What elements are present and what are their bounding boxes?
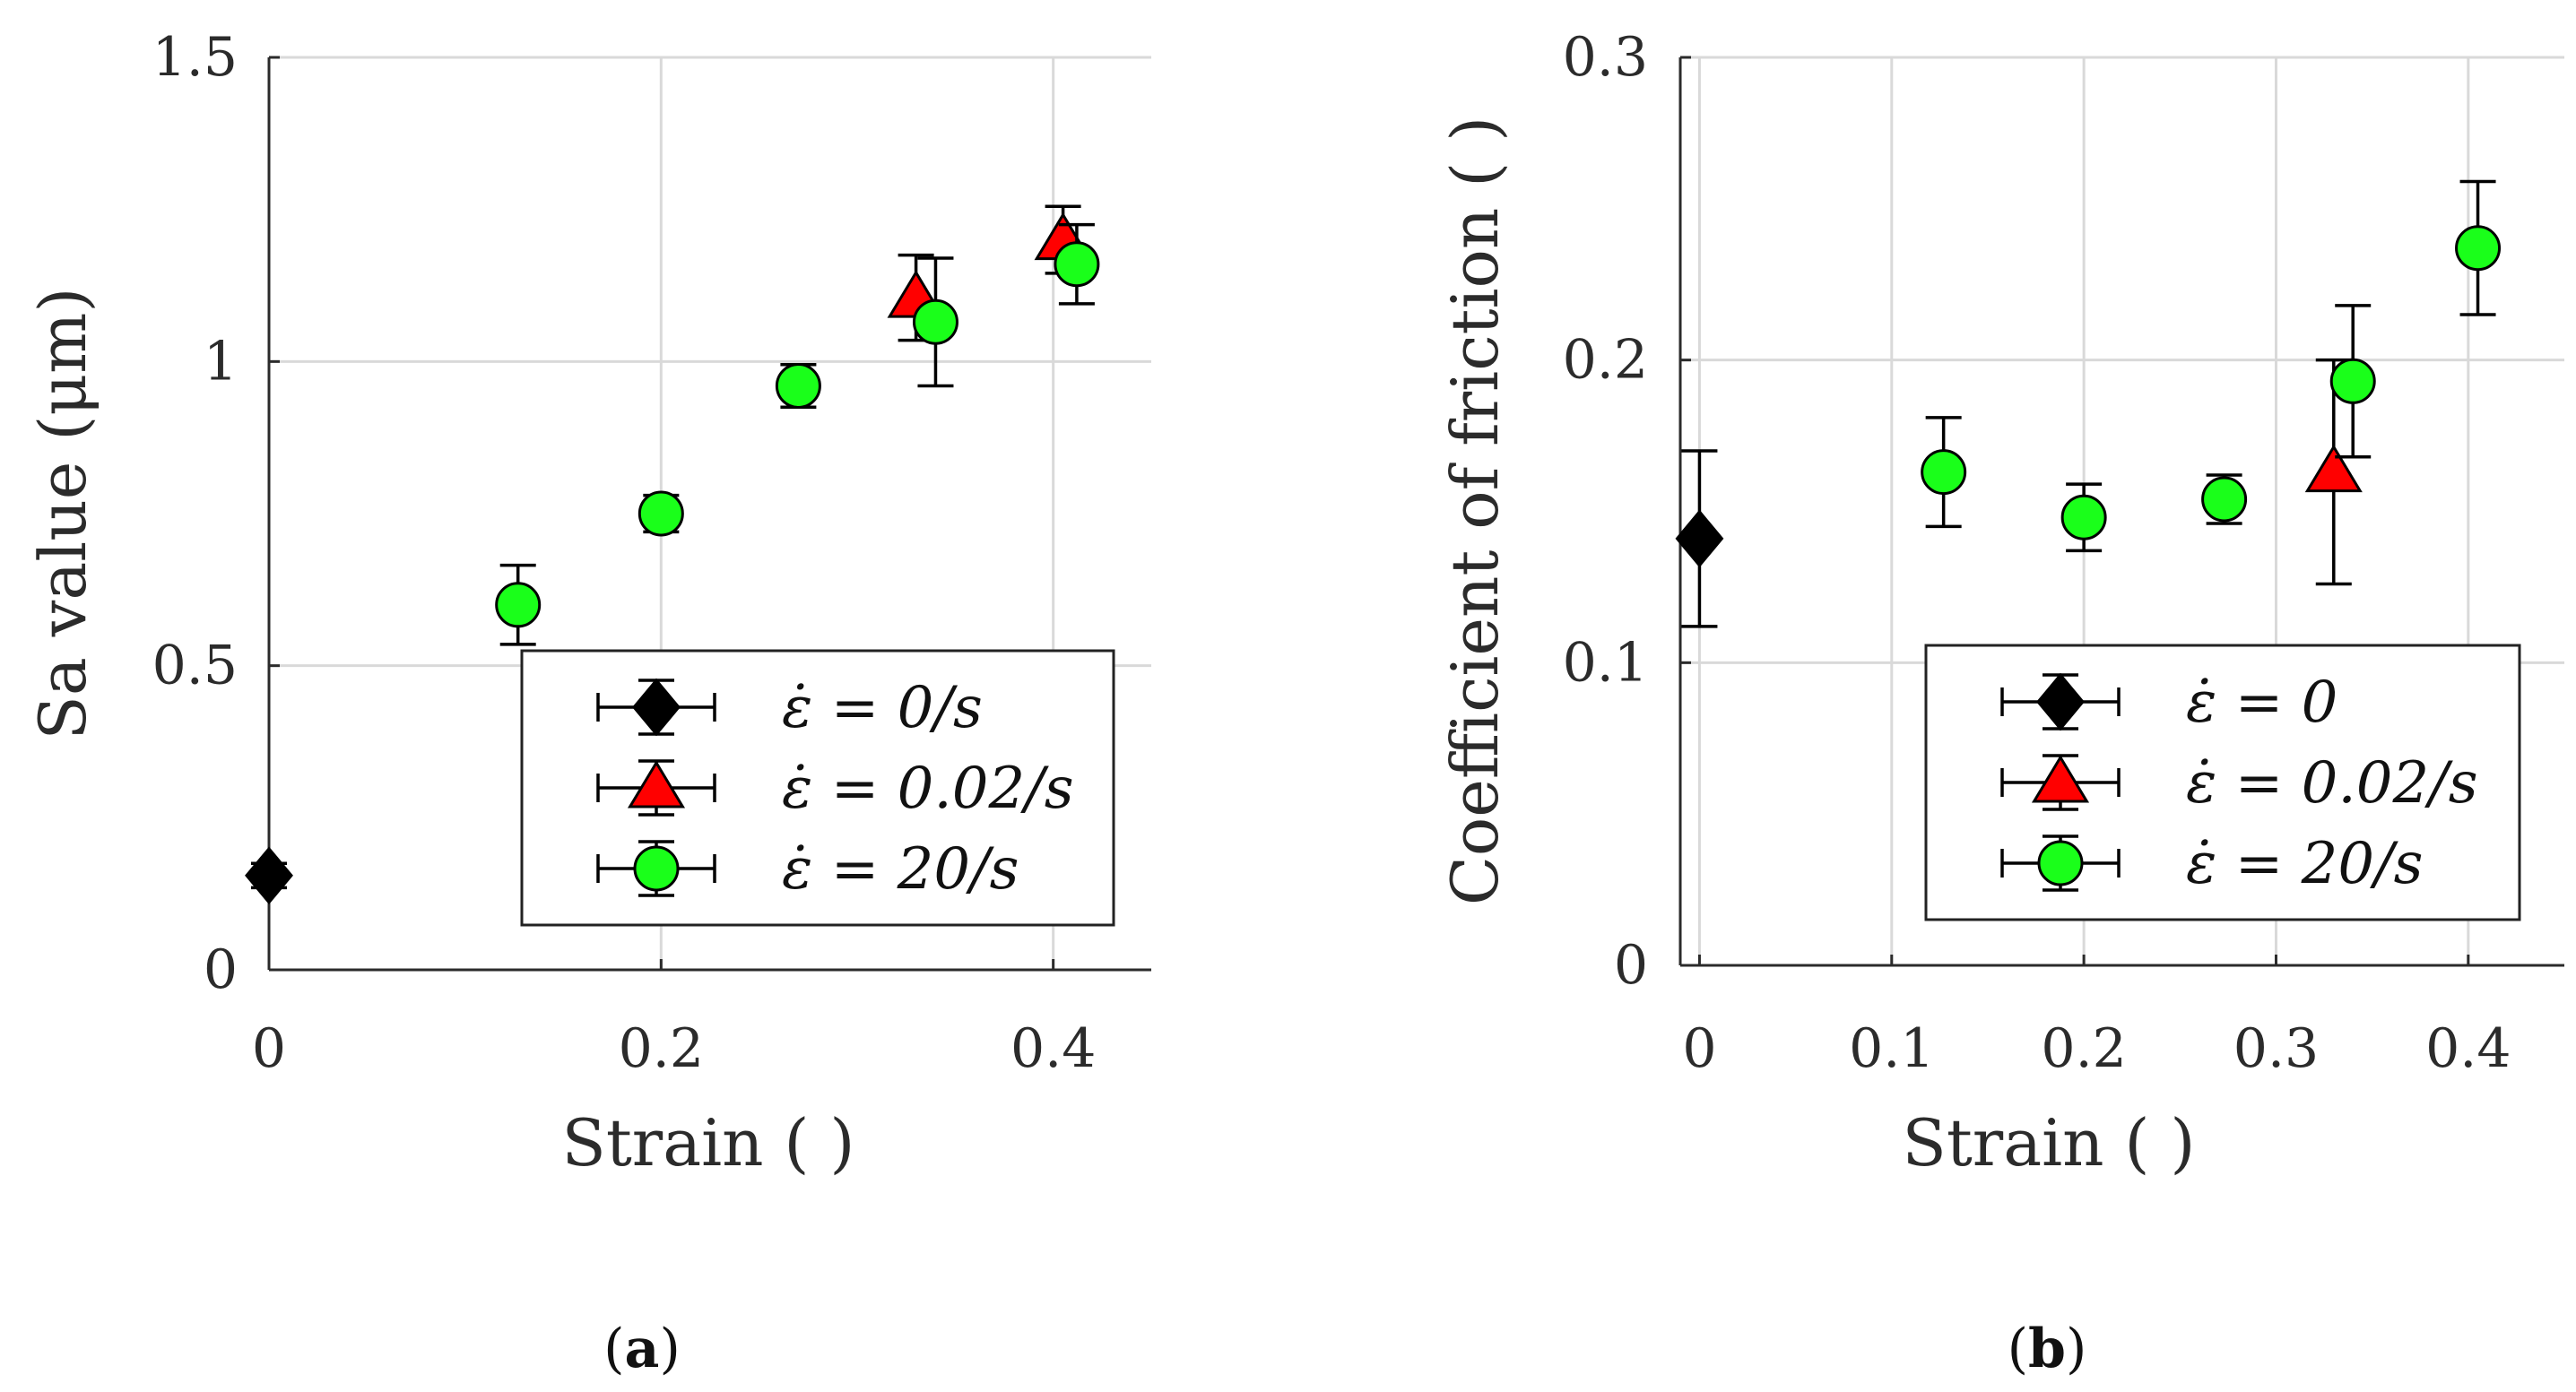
- series-zero-rate: [245, 846, 293, 905]
- panel-a: 0 0.2 0.4 0 0.5 1 1.5 Strain ( ) Sa value (μm) ε̇…: [25, 26, 1151, 1180]
- y-tick-label: 0: [1614, 934, 1648, 997]
- x-tick-label: 0.1: [1849, 1017, 1934, 1080]
- legend-label: ε̇ = 0.02/s: [782, 756, 1074, 822]
- data-points: [245, 204, 1100, 905]
- y-tick-label: 1: [204, 330, 238, 393]
- panel-b: 0 0.1 0.2 0.3 0.4 0 0.1 0.2 0.3 Strain ( ) Coeffic…: [1437, 26, 2564, 1180]
- x-tick-label: 0.3: [2233, 1017, 2319, 1080]
- y-tick-label: 1.5: [152, 26, 238, 89]
- x-axis-label: Strain ( ): [562, 1105, 855, 1180]
- legend-item-slow-rate: ε̇ = 0.02/s: [2000, 750, 2478, 817]
- data-point-circle: [912, 298, 958, 345]
- legend-item-zero-rate: ε̇ = 0/s: [596, 675, 983, 741]
- caption-b: (b): [2008, 1318, 2087, 1380]
- caption-a-letter: a: [625, 1318, 660, 1380]
- legend-marker-triangle: [627, 760, 686, 808]
- data-point-circle: [2060, 494, 2107, 540]
- y-axis-label: Sa value (μm): [25, 288, 100, 740]
- data-point-circle: [1921, 449, 1967, 496]
- legend: ε̇ = 0 ε̇ = 0.02/s ε̇ = 20/s: [1924, 644, 2521, 921]
- y-axis-label: Coefficient of friction ( ): [1437, 117, 1513, 905]
- legend-marker-circle: [2037, 840, 2084, 886]
- x-tick-label: 0.2: [2041, 1017, 2126, 1080]
- legend-item-zero-rate: ε̇ = 0: [2000, 670, 2337, 736]
- data-point-circle: [2329, 358, 2376, 404]
- data-point-circle: [637, 490, 684, 537]
- y-tick-label: 0.5: [152, 635, 238, 697]
- legend-label: ε̇ = 20/s: [782, 836, 1019, 903]
- x-tick-label: 0.2: [619, 1017, 704, 1080]
- x-axis-label: Strain ( ): [1903, 1105, 2196, 1180]
- caption-b-letter: b: [2028, 1318, 2066, 1380]
- legend-label: ε̇ = 0.02/s: [2186, 750, 2478, 817]
- data-point-circle: [495, 582, 542, 628]
- caption-a: (a): [603, 1318, 681, 1380]
- data-point-circle: [775, 362, 821, 409]
- x-tick-label: 0.4: [2425, 1017, 2511, 1080]
- x-tick-label: 0.4: [1010, 1017, 1096, 1080]
- legend-item-slow-rate: ε̇ = 0.02/s: [596, 756, 1074, 822]
- data-point-diamond: [245, 846, 293, 905]
- y-tick-label: 0.3: [1563, 26, 1648, 89]
- data-point-triangle: [2304, 444, 2363, 493]
- data-points: [1675, 179, 2502, 628]
- data-point-circle: [2201, 476, 2248, 523]
- legend-label: ε̇ = 0/s: [782, 675, 983, 741]
- data-point-circle: [1054, 241, 1100, 288]
- y-tick-label: 0.1: [1563, 631, 1648, 694]
- legend-marker-diamond: [2036, 672, 2085, 731]
- data-point-circle: [2455, 225, 2502, 272]
- legend-item-fast-rate: ε̇ = 20/s: [596, 836, 1019, 903]
- legend-marker-circle: [633, 845, 680, 892]
- x-tick-label: 0: [252, 1017, 286, 1080]
- legend-label: ε̇ = 0: [2186, 670, 2337, 736]
- series-fast-rate: [1921, 179, 2502, 553]
- legend: ε̇ = 0/s ε̇ = 0.02/s ε̇ = 20/s: [520, 649, 1115, 927]
- legend-marker-triangle: [2031, 755, 2090, 803]
- y-tick-label: 0.2: [1563, 329, 1648, 392]
- legend-label: ε̇ = 20/s: [2186, 831, 2424, 897]
- series-zero-rate: [1675, 449, 1724, 628]
- legend-item-fast-rate: ε̇ = 20/s: [2000, 831, 2424, 897]
- data-point-diamond: [1675, 509, 1724, 568]
- legend-marker-diamond: [632, 678, 681, 737]
- series-fast-rate: [495, 222, 1100, 646]
- x-tick-label: 0: [1682, 1017, 1716, 1080]
- y-tick-label: 0: [204, 938, 238, 1001]
